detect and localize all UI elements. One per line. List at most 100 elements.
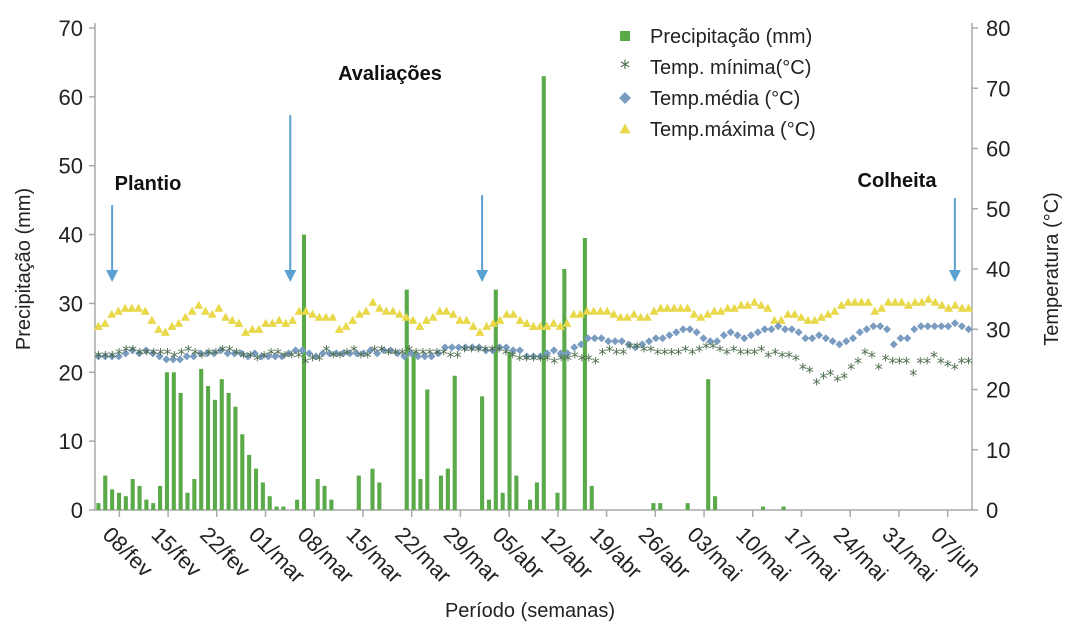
temp-mean-point bbox=[951, 319, 960, 328]
temp-mean-point bbox=[230, 349, 239, 358]
temp-min-point: * bbox=[550, 353, 558, 372]
temp-mean-point bbox=[937, 322, 946, 331]
y2-tick-label: 0 bbox=[986, 498, 998, 523]
temp-mean-point bbox=[121, 349, 130, 358]
temp-max-point bbox=[910, 297, 920, 306]
y2-tick-label: 50 bbox=[986, 197, 1010, 222]
temp-max-point bbox=[93, 321, 103, 330]
temp-max-point bbox=[562, 318, 572, 327]
temp-min-point: * bbox=[750, 344, 758, 363]
temp-min-point: * bbox=[419, 344, 427, 363]
temp-min-point: * bbox=[889, 353, 897, 372]
temp-max-point bbox=[736, 300, 746, 309]
precipitation-bar bbox=[514, 475, 519, 510]
precipitation-bar bbox=[233, 406, 238, 510]
x-tick-label: 22/fev bbox=[195, 522, 255, 582]
temp-max-point bbox=[930, 297, 940, 306]
temp-mean-point bbox=[454, 343, 463, 352]
legend-label: Temp.máxima (°C) bbox=[650, 119, 816, 141]
precipitation-bar bbox=[493, 289, 498, 510]
temp-min-point: * bbox=[681, 341, 689, 360]
temp-max-point bbox=[689, 309, 699, 318]
temp-max-point bbox=[174, 318, 184, 327]
temp-mean-point bbox=[373, 349, 382, 358]
precipitation-bar bbox=[295, 499, 300, 510]
temp-max-point bbox=[729, 303, 739, 312]
temp-max-point bbox=[381, 306, 391, 315]
temp-min-points: ****************************************… bbox=[94, 338, 972, 393]
y2-tick-label: 40 bbox=[986, 257, 1010, 282]
temp-min-point: * bbox=[585, 350, 593, 369]
temp-min-point: * bbox=[826, 365, 834, 384]
temp-mean-point bbox=[753, 328, 762, 337]
temp-min-point: * bbox=[868, 347, 876, 366]
temp-min-point: * bbox=[274, 344, 282, 363]
temp-mean-point bbox=[209, 349, 218, 358]
temp-max-point bbox=[883, 297, 893, 306]
temp-min-point: * bbox=[875, 359, 883, 378]
y2-tick-label: 10 bbox=[986, 438, 1010, 463]
precipitation-bar bbox=[178, 392, 183, 510]
temp-min-point: * bbox=[930, 347, 938, 366]
temp-max-point bbox=[522, 318, 532, 327]
precipitation-bar bbox=[219, 379, 224, 510]
temp-max-point bbox=[247, 324, 257, 333]
temp-max-point bbox=[134, 303, 144, 312]
temp-min-point: * bbox=[571, 347, 579, 366]
temp-mean-point bbox=[332, 349, 341, 358]
temp-min-point: * bbox=[640, 341, 648, 360]
temp-max-point bbox=[944, 303, 954, 312]
temp-mean-point bbox=[250, 349, 259, 358]
temp-max-point bbox=[629, 309, 639, 318]
temp-mean-point bbox=[352, 349, 361, 358]
temp-min-point: * bbox=[847, 359, 855, 378]
precipitation-bar bbox=[260, 482, 265, 510]
temp-mean-point bbox=[114, 352, 123, 361]
temp-min-point: * bbox=[523, 350, 531, 369]
precipitation-bar bbox=[589, 485, 594, 510]
precipitation-bar bbox=[781, 506, 786, 510]
temp-max-point bbox=[502, 309, 512, 318]
precipitation-bar bbox=[315, 479, 320, 510]
temp-min-point: * bbox=[951, 359, 959, 378]
temp-min-point: * bbox=[122, 341, 130, 360]
temp-mean-point bbox=[434, 349, 443, 358]
temp-max-point bbox=[776, 315, 786, 324]
temp-mean-point bbox=[767, 325, 776, 334]
temp-mean-point bbox=[305, 349, 314, 358]
precipitation-bar bbox=[706, 379, 711, 510]
y2-axis-title: Temperatura (°C) bbox=[1041, 192, 1063, 346]
temp-mean-point bbox=[781, 325, 790, 334]
temp-max-point bbox=[408, 315, 418, 324]
temp-mean-point bbox=[692, 328, 701, 337]
temp-max-point bbox=[923, 294, 933, 303]
y-tick-label: 40 bbox=[59, 223, 83, 248]
precipitation-bar bbox=[500, 492, 505, 510]
precipitation-bar bbox=[534, 482, 539, 510]
temp-min-point: * bbox=[253, 350, 261, 369]
temp-min-point: * bbox=[647, 341, 655, 360]
temp-min-point: * bbox=[806, 362, 814, 381]
temp-min-point: * bbox=[668, 344, 676, 363]
temp-max-point bbox=[716, 306, 726, 315]
temp-max-point bbox=[863, 297, 873, 306]
temp-min-point: * bbox=[433, 344, 441, 363]
temp-mean-point bbox=[339, 349, 348, 358]
x-tick-label: 12/abr bbox=[536, 522, 598, 584]
legend-label: Precipitação (mm) bbox=[650, 26, 812, 48]
temp-min-point: * bbox=[785, 347, 793, 366]
temp-mean-point bbox=[447, 343, 456, 352]
temp-max-point bbox=[790, 309, 800, 318]
temp-max-point bbox=[254, 324, 264, 333]
temp-min-point: * bbox=[937, 353, 945, 372]
temp-min-point: * bbox=[295, 347, 303, 366]
precipitation-bar bbox=[164, 372, 169, 510]
temp-min-point: * bbox=[840, 368, 848, 387]
temp-mean-point bbox=[624, 340, 633, 349]
temp-min-point: * bbox=[467, 341, 475, 360]
temp-mean-point bbox=[237, 349, 246, 358]
precipitation-bar bbox=[438, 475, 444, 510]
precipitation-bar bbox=[226, 392, 231, 510]
precipitation-bar bbox=[658, 503, 663, 510]
